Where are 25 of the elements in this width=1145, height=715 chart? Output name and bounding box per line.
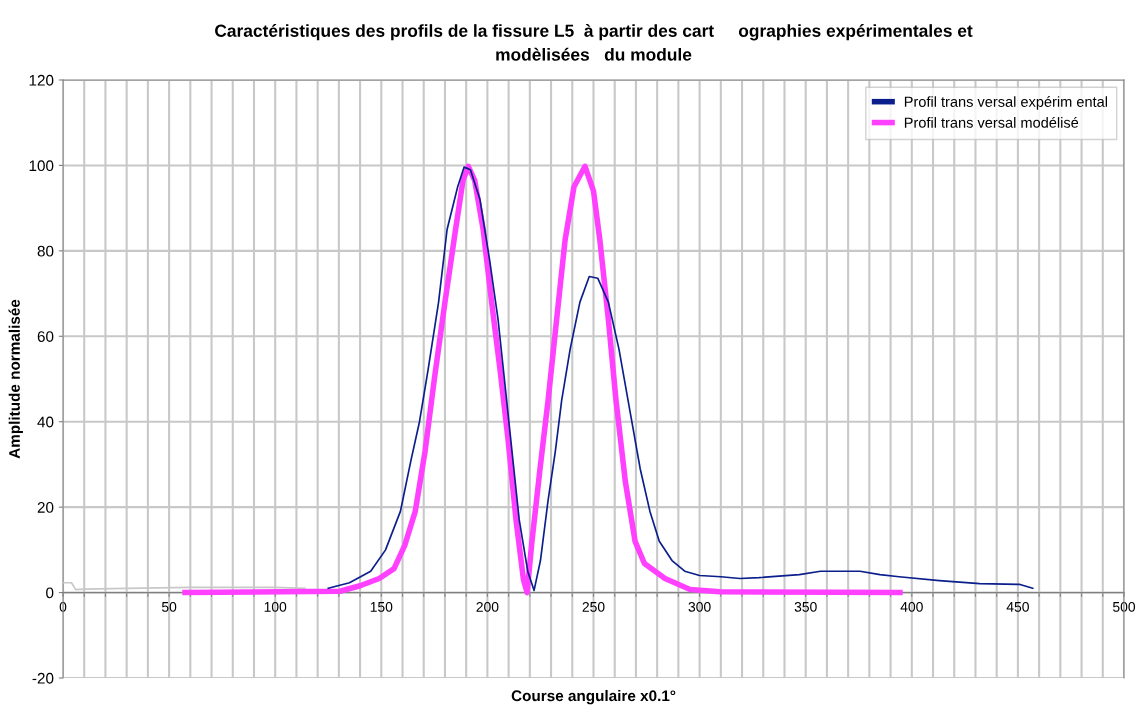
x-tick-label: 0 — [59, 601, 67, 612]
y-tick-label: 120 — [29, 74, 54, 86]
x-tick-label: 500 — [1112, 601, 1136, 612]
x-axis-title: Course angulaire x0.1° — [511, 689, 676, 705]
y-tick-label: 20 — [37, 502, 54, 513]
x-tick-label: 400 — [900, 601, 923, 612]
y-tick-label: 0 — [46, 587, 54, 599]
chart-title: Caractéristiques des profils de la fissure L5 à partir des cart ographies expérimentales et modèlisées du module — [215, 24, 973, 61]
y-tick-label: 80 — [37, 245, 54, 257]
x-tick-label: 100 — [264, 601, 287, 612]
legend-label: Profil trans versal expérim ental — [904, 96, 1107, 110]
y-tick-label: -20 — [32, 672, 54, 684]
x-tick-label: 50 — [161, 601, 177, 612]
x-tick-label: 450 — [1006, 601, 1029, 612]
x-tick-label: 300 — [688, 601, 711, 612]
legend-label: Profil trans versal modélisé — [904, 116, 1079, 128]
y-axis-title: Amplitude normalisée — [8, 299, 23, 459]
x-tick-label: 200 — [476, 601, 499, 612]
x-tick-label: 350 — [794, 601, 817, 612]
y-tick-label: 60 — [37, 331, 54, 342]
y-tick-label: 100 — [29, 160, 54, 172]
line-series — [327, 166, 1034, 592]
x-tick-label: 150 — [370, 601, 393, 612]
y-tick-label: 40 — [37, 416, 54, 428]
x-tick-label: 250 — [582, 601, 605, 612]
